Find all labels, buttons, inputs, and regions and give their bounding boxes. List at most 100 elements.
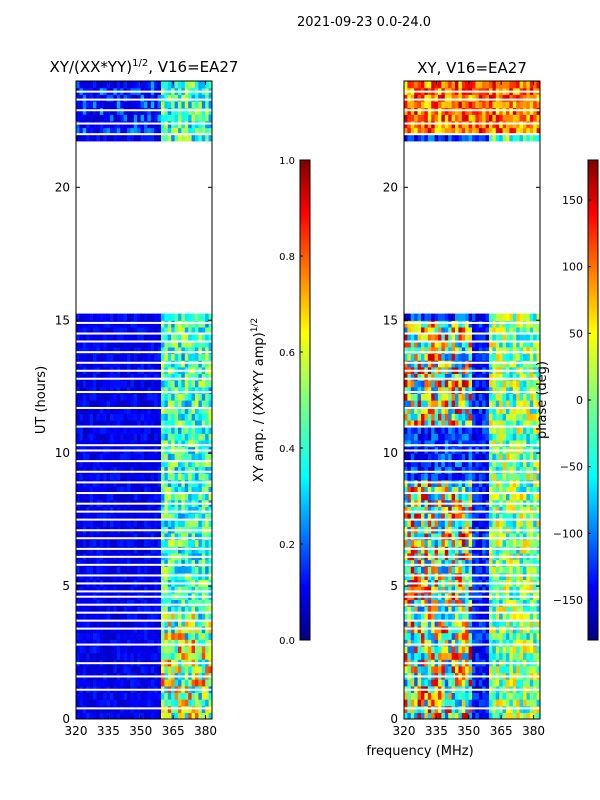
heatmap-cell xyxy=(499,619,504,627)
heatmap-cell xyxy=(133,639,138,647)
heatmap-cell xyxy=(116,512,121,521)
heatmap-cell xyxy=(404,645,408,654)
heatmap-cell xyxy=(164,599,169,607)
heatmap-cell xyxy=(191,519,196,527)
colorbar-tick-label: 0.2 xyxy=(279,540,295,551)
heatmap-cell xyxy=(407,712,412,719)
heatmap-cell xyxy=(495,599,500,607)
heatmap-cell xyxy=(127,100,131,109)
flagged-row xyxy=(76,460,212,463)
heatmap-cell xyxy=(144,439,148,448)
heatmap-cell xyxy=(106,699,111,707)
heatmap-cell xyxy=(448,493,453,501)
heatmap-cell xyxy=(195,406,199,414)
heatmap-cell xyxy=(465,712,470,719)
heatmap-cell xyxy=(164,612,169,620)
heatmap-cell xyxy=(127,81,131,89)
heatmap-cell xyxy=(195,652,199,660)
heatmap-cell xyxy=(191,586,196,594)
heatmap-cell xyxy=(417,632,422,640)
heatmap-cell xyxy=(506,566,510,574)
heatmap-cell xyxy=(164,486,169,494)
heatmap-cell xyxy=(465,619,470,627)
heatmap-cell xyxy=(448,599,453,607)
heatmap-cell xyxy=(407,665,412,674)
heatmap-cell xyxy=(191,679,196,687)
heatmap-cell xyxy=(164,506,169,514)
heatmap-cell xyxy=(127,380,131,388)
heatmap-cell xyxy=(489,473,493,481)
heatmap-cell xyxy=(434,386,439,394)
heatmap-cell xyxy=(82,426,87,434)
heatmap-cell xyxy=(198,712,203,719)
heatmap-cell xyxy=(495,645,500,654)
heatmap-cell xyxy=(509,559,514,567)
heatmap-cell xyxy=(465,373,470,381)
heatmap-cell xyxy=(164,114,169,122)
heatmap-cell xyxy=(533,665,538,674)
heatmap-cell xyxy=(120,393,125,401)
heatmap-cell xyxy=(533,413,538,421)
heatmap-cell xyxy=(438,493,442,501)
heatmap-cell xyxy=(110,512,114,521)
heatmap-cell xyxy=(106,665,111,674)
heatmap-cell xyxy=(154,699,159,707)
heatmap-cell xyxy=(184,679,189,687)
heatmap-cell xyxy=(137,453,142,461)
heatmap-cell xyxy=(191,473,196,481)
heatmap-cell xyxy=(489,612,493,620)
heatmap-cell xyxy=(178,114,182,122)
heatmap-cell xyxy=(461,466,466,474)
heatmap-cell xyxy=(137,134,142,142)
heatmap-cell xyxy=(96,127,101,135)
heatmap-cell xyxy=(184,712,189,719)
heatmap-cell xyxy=(478,380,483,388)
heatmap-cell xyxy=(475,473,480,481)
heatmap-cell xyxy=(536,493,540,501)
heatmap-cell xyxy=(205,692,210,700)
heatmap-cell xyxy=(438,532,442,541)
heatmap-cell xyxy=(191,566,196,574)
heatmap-cell xyxy=(506,400,510,408)
heatmap-cell xyxy=(164,679,169,687)
heatmap-cell xyxy=(198,134,203,142)
heatmap-cell xyxy=(113,340,118,348)
heatmap-cell xyxy=(489,386,493,394)
heatmap-cell xyxy=(509,473,514,481)
heatmap-cell xyxy=(116,100,121,109)
heatmap-cell xyxy=(421,373,425,381)
heatmap-cell xyxy=(512,400,517,408)
heatmap-cell xyxy=(96,453,101,461)
heatmap-cell xyxy=(76,114,80,122)
heatmap-cell xyxy=(198,699,203,707)
heatmap-cell xyxy=(133,599,138,607)
heatmap-cell xyxy=(526,699,531,707)
heatmap-cell xyxy=(475,612,480,620)
heatmap-cell xyxy=(184,632,189,640)
amplitude-title: XY/(XX*YY)1/2, V16=EA27 xyxy=(50,58,239,76)
heatmap-cell xyxy=(444,665,449,674)
heatmap-cell xyxy=(181,665,186,674)
heatmap-cell xyxy=(113,519,118,527)
heatmap-cell xyxy=(106,459,111,468)
heatmap-cell xyxy=(519,386,524,394)
heatmap-cell xyxy=(205,539,210,547)
heatmap-cell xyxy=(523,380,527,388)
heatmap-cell xyxy=(198,652,203,660)
heatmap-cell xyxy=(424,539,429,547)
heatmap-cell xyxy=(201,413,206,421)
heatmap-cell xyxy=(533,439,538,448)
heatmap-cell xyxy=(461,586,466,594)
heatmap-cell xyxy=(495,413,500,421)
heatmap-cell xyxy=(157,586,162,594)
heatmap-cell xyxy=(475,400,480,408)
heatmap-cell xyxy=(127,619,131,627)
heatmap-cell xyxy=(188,566,193,574)
heatmap-cell xyxy=(519,506,524,514)
heatmap-cell xyxy=(167,566,172,574)
heatmap-cell xyxy=(468,559,473,567)
heatmap-cell xyxy=(106,313,111,321)
heatmap-cell xyxy=(184,353,189,361)
heatmap-cell xyxy=(478,652,483,660)
heatmap-cell xyxy=(133,419,138,428)
